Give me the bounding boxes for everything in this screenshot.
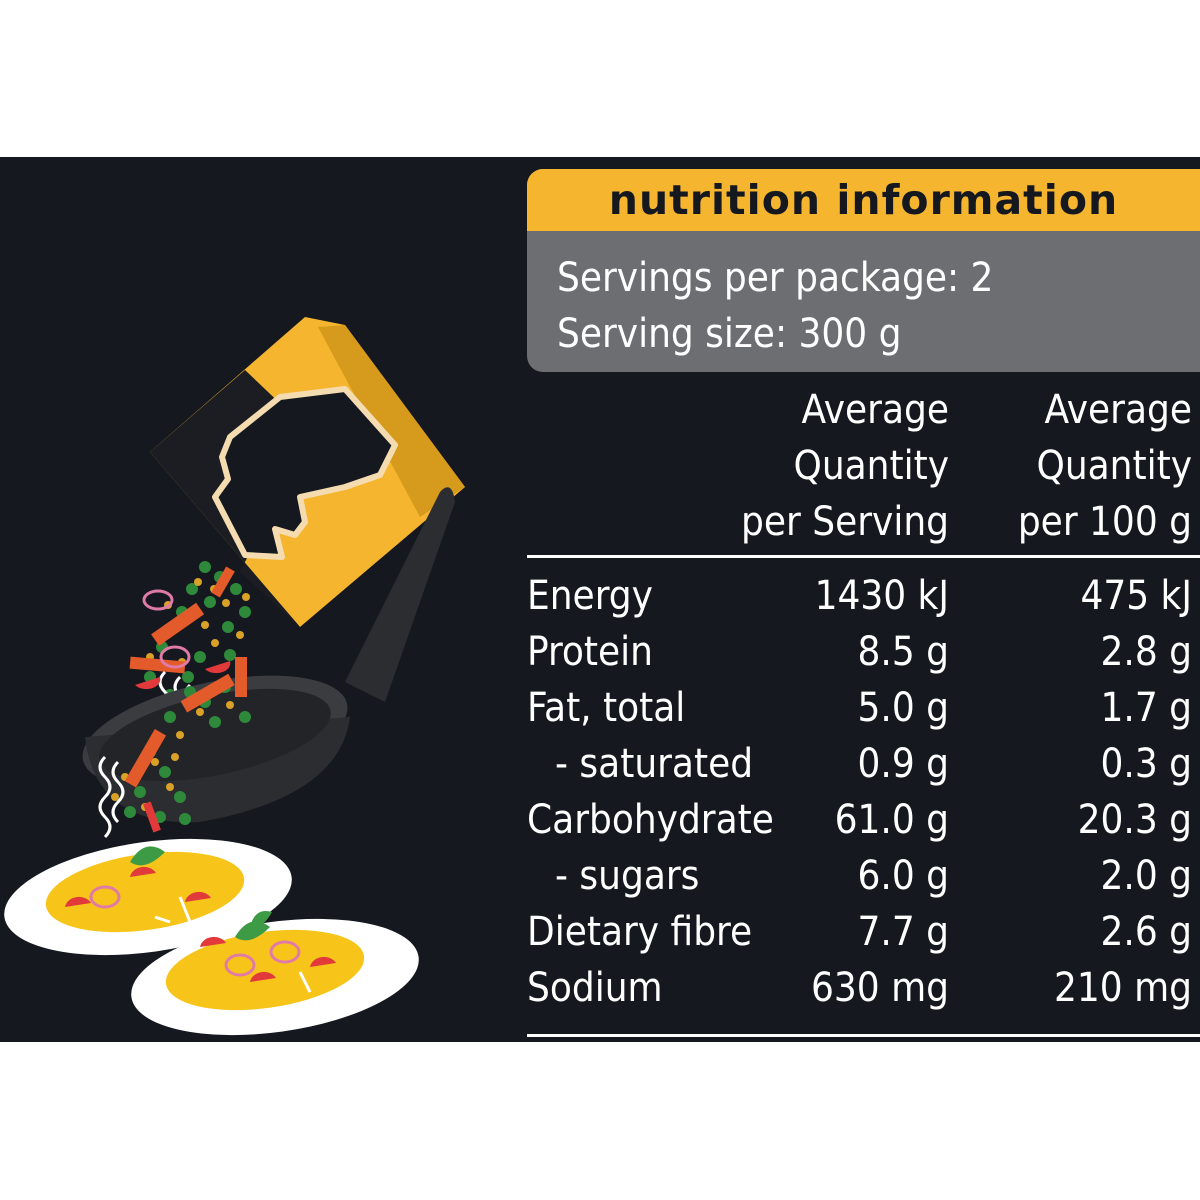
table-row: Energy 1430 kJ 475 kJ <box>527 568 1200 624</box>
table-row: Dietary fibre 7.7 g 2.6 g <box>527 904 1200 960</box>
column-heading-per-100g: Average Quantity per 100 g <box>1018 382 1192 550</box>
value-per-serving: 8.5 g <box>857 629 949 675</box>
cooking-illustration <box>4 317 465 1036</box>
column-heading-per-serving: Average Quantity per Serving <box>741 382 949 550</box>
value-per-100g: 210 mg <box>1053 965 1192 1011</box>
title-bar: nutrition information <box>527 169 1200 231</box>
value-per-100g: 1.7 g <box>1100 685 1192 731</box>
column-heading-line: Quantity <box>1036 443 1193 489</box>
column-heading-line: Average <box>1044 387 1192 433</box>
panel-title: nutrition information <box>608 176 1119 224</box>
value-per-100g: 2.6 g <box>1100 909 1192 955</box>
table-bottom-rule <box>527 1034 1200 1037</box>
nutrient-name: Fat, total <box>527 685 686 731</box>
nutrition-panel: nutrition information Servings per packa… <box>0 157 1200 1042</box>
nutrient-name: Protein <box>527 629 653 675</box>
table-row: Carbohydrate 61.0 g 20.3 g <box>527 792 1200 848</box>
nutrition-table: Energy 1430 kJ 475 kJ Protein 8.5 g 2.8 … <box>527 568 1200 1016</box>
column-heading-line: Average <box>801 387 949 433</box>
table-row: Sodium 630 mg 210 mg <box>527 960 1200 1016</box>
value-per-100g: 2.0 g <box>1100 853 1192 899</box>
frying-pan-icon <box>82 487 455 839</box>
nutrient-name: Dietary fibre <box>527 909 753 955</box>
table-row: - saturated 0.9 g 0.3 g <box>527 736 1200 792</box>
nutrient-name: - saturated <box>555 741 754 787</box>
column-heading-line: per Serving <box>741 499 949 545</box>
value-per-serving: 6.0 g <box>857 853 949 899</box>
value-per-100g: 20.3 g <box>1077 797 1192 843</box>
value-per-serving: 7.7 g <box>857 909 949 955</box>
column-heading-line: per 100 g <box>1017 499 1192 545</box>
table-row: Fat, total 5.0 g 1.7 g <box>527 680 1200 736</box>
nutrient-name: Energy <box>527 573 653 619</box>
serving-size: Serving size: 300 g <box>557 311 902 357</box>
falling-vegetables-top <box>129 561 251 734</box>
value-per-100g: 2.8 g <box>1100 629 1192 675</box>
value-per-serving: 1430 kJ <box>814 573 949 619</box>
value-per-100g: 475 kJ <box>1080 573 1192 619</box>
plates-icon <box>4 838 419 1036</box>
table-top-rule <box>527 555 1200 558</box>
table-row: Protein 8.5 g 2.8 g <box>527 624 1200 680</box>
value-per-100g: 0.3 g <box>1100 741 1192 787</box>
food-packet-icon <box>150 317 465 627</box>
nutrient-name: Carbohydrate <box>527 797 774 843</box>
value-per-serving: 630 mg <box>810 965 949 1011</box>
servings-per-package: Servings per package: 2 <box>557 255 994 301</box>
value-per-serving: 5.0 g <box>857 685 949 731</box>
value-per-serving: 61.0 g <box>834 797 949 843</box>
column-heading-line: Quantity <box>793 443 950 489</box>
value-per-serving: 0.9 g <box>857 741 949 787</box>
table-row: - sugars 6.0 g 2.0 g <box>527 848 1200 904</box>
nutrition-header: nutrition information Servings per packa… <box>527 169 1200 372</box>
nutrient-name: - sugars <box>555 853 700 899</box>
nutrient-name: Sodium <box>527 965 663 1011</box>
